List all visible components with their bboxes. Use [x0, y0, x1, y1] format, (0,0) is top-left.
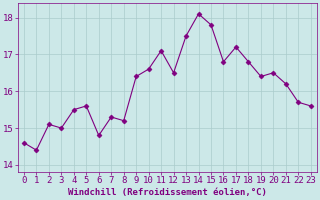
- X-axis label: Windchill (Refroidissement éolien,°C): Windchill (Refroidissement éolien,°C): [68, 188, 267, 197]
